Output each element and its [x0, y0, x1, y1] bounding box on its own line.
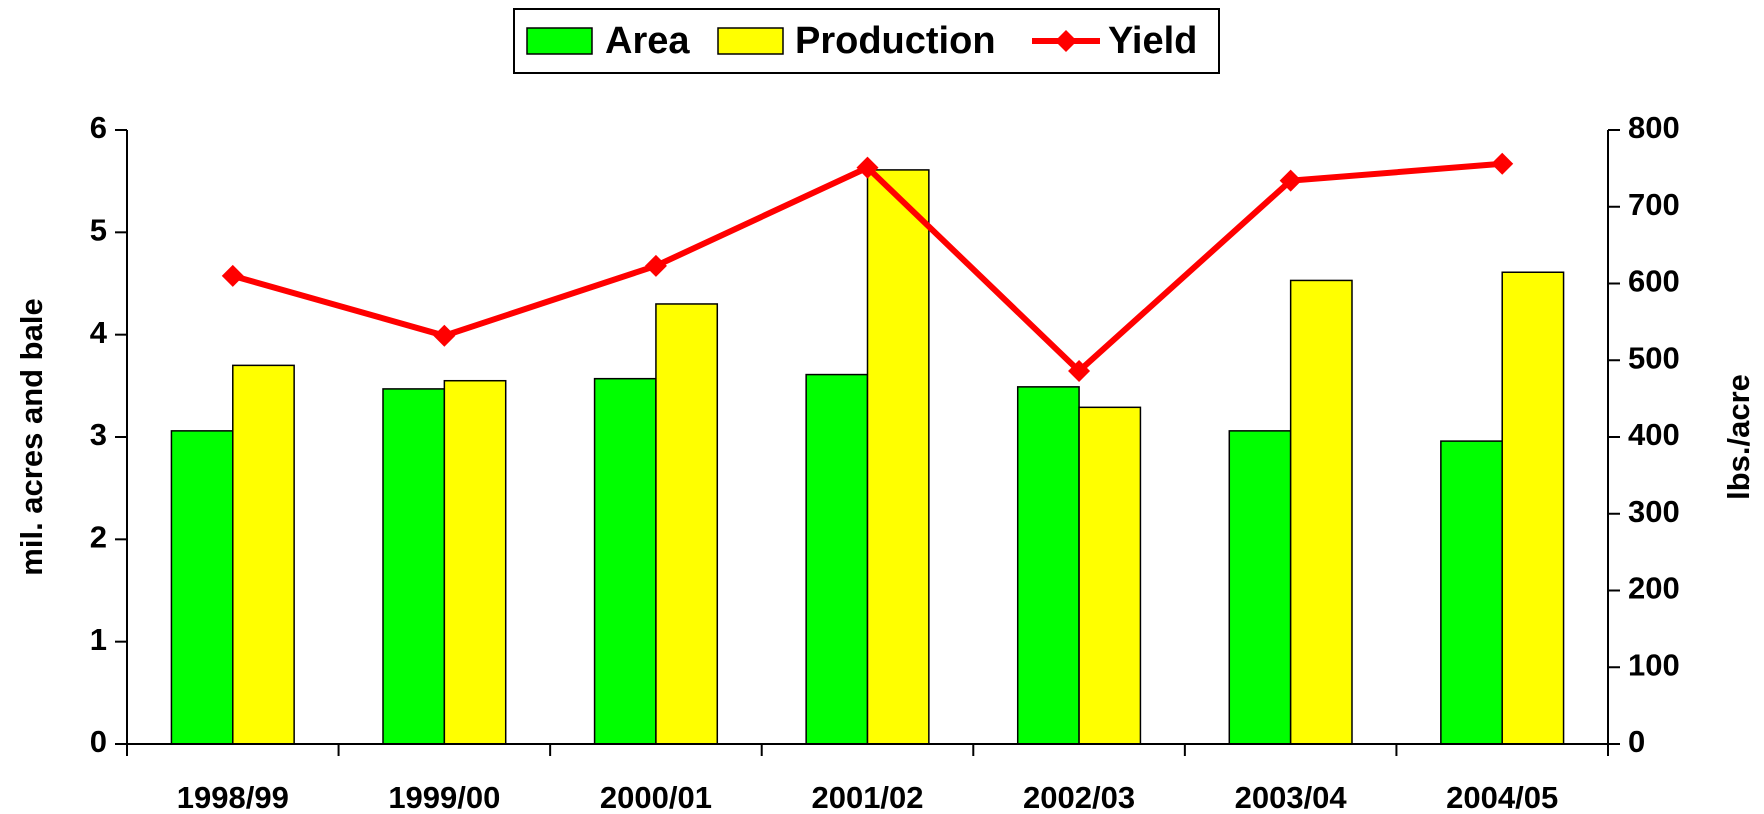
- y-axis-label: mil. acres and bale: [14, 298, 49, 575]
- bar: [170, 430, 234, 745]
- y2-axis-label: lbs./acre: [1721, 374, 1756, 500]
- legend-swatch: [526, 27, 593, 55]
- x-tick-label: 2004/05: [1446, 780, 1558, 814]
- line-marker: [644, 254, 667, 277]
- y-tick-label: 2: [90, 520, 107, 555]
- y-tick-label: 5: [90, 213, 107, 248]
- bar: [1501, 271, 1565, 745]
- y2-tick-label: 100: [1628, 647, 1680, 682]
- y2-tick-label: 800: [1628, 110, 1680, 145]
- legend-marker: [1055, 30, 1077, 52]
- line-marker: [856, 156, 879, 179]
- bar: [382, 388, 446, 745]
- bar: [866, 169, 930, 745]
- x-tick-label: 1999/00: [388, 780, 500, 814]
- y-tick-label: 4: [90, 315, 108, 350]
- y2-tick-label: 600: [1628, 264, 1680, 299]
- y2-tick-label: 500: [1628, 340, 1680, 375]
- bar: [1016, 386, 1080, 745]
- x-tick-label: 2002/03: [1023, 780, 1135, 814]
- y2-tick-label: 400: [1628, 417, 1680, 452]
- y-tick-label: 1: [90, 622, 107, 657]
- legend-label: Production: [795, 20, 996, 62]
- x-tick-label: 2000/01: [600, 780, 712, 814]
- y2-tick-label: 0: [1628, 724, 1645, 759]
- bar: [1078, 406, 1142, 745]
- bar: [805, 373, 869, 745]
- x-tick-label: 1998/99: [177, 780, 289, 814]
- legend-swatch: [717, 27, 784, 55]
- legend-label: Area: [605, 20, 690, 62]
- y2-tick-label: 300: [1628, 494, 1680, 529]
- line-marker: [1068, 359, 1091, 382]
- y-tick-label: 6: [90, 110, 107, 145]
- y2-tick-label: 700: [1628, 187, 1680, 222]
- y2-tick-label: 200: [1628, 571, 1680, 606]
- bar: [443, 379, 507, 745]
- x-tick-label: 2003/04: [1235, 780, 1348, 814]
- y-tick-label: 0: [90, 724, 107, 759]
- bar: [1228, 430, 1292, 745]
- bar: [1289, 279, 1353, 745]
- line-marker: [1279, 169, 1302, 192]
- line-marker: [221, 264, 244, 287]
- y-tick-label: 3: [90, 417, 107, 452]
- bar: [655, 303, 719, 745]
- x-tick-label: 2001/02: [811, 780, 923, 814]
- legend: Area Production Yield: [526, 20, 1197, 62]
- bar: [1440, 440, 1503, 745]
- bar: [232, 364, 295, 745]
- legend-box: [513, 8, 1220, 74]
- legend-label: Yield: [1108, 20, 1197, 62]
- line-marker: [433, 324, 456, 347]
- line-marker: [1491, 152, 1514, 175]
- bar: [593, 377, 657, 745]
